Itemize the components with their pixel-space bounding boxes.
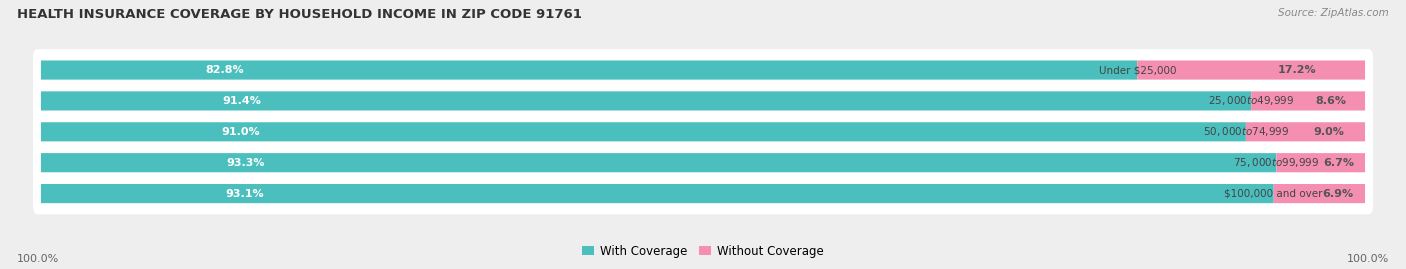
Text: 93.3%: 93.3% [226,158,264,168]
FancyBboxPatch shape [32,80,1374,122]
FancyBboxPatch shape [41,91,1251,111]
Text: 91.4%: 91.4% [222,96,262,106]
Text: $25,000 to $49,999: $25,000 to $49,999 [1208,94,1295,107]
FancyBboxPatch shape [32,173,1374,214]
Legend: With Coverage, Without Coverage: With Coverage, Without Coverage [578,240,828,263]
Text: 100.0%: 100.0% [17,254,59,264]
FancyBboxPatch shape [1277,153,1365,172]
Text: $100,000 and over: $100,000 and over [1225,189,1323,199]
FancyBboxPatch shape [32,49,1374,91]
FancyBboxPatch shape [1137,61,1365,80]
Text: Source: ZipAtlas.com: Source: ZipAtlas.com [1278,8,1389,18]
Text: 6.9%: 6.9% [1322,189,1353,199]
Text: 91.0%: 91.0% [222,127,260,137]
FancyBboxPatch shape [32,142,1374,183]
FancyBboxPatch shape [1274,184,1365,203]
FancyBboxPatch shape [32,111,1374,153]
Text: 100.0%: 100.0% [1347,254,1389,264]
Text: 9.0%: 9.0% [1313,127,1344,137]
Text: 82.8%: 82.8% [205,65,245,75]
Text: Under $25,000: Under $25,000 [1098,65,1175,75]
Text: 17.2%: 17.2% [1278,65,1316,75]
Text: 93.1%: 93.1% [226,189,264,199]
Text: $50,000 to $74,999: $50,000 to $74,999 [1202,125,1289,138]
FancyBboxPatch shape [1251,91,1365,111]
FancyBboxPatch shape [41,153,1277,172]
FancyBboxPatch shape [41,61,1137,80]
Text: 8.6%: 8.6% [1316,96,1347,106]
Text: 6.7%: 6.7% [1323,158,1354,168]
Text: $75,000 to $99,999: $75,000 to $99,999 [1233,156,1319,169]
FancyBboxPatch shape [41,122,1246,141]
FancyBboxPatch shape [41,184,1274,203]
FancyBboxPatch shape [1246,122,1365,141]
Text: HEALTH INSURANCE COVERAGE BY HOUSEHOLD INCOME IN ZIP CODE 91761: HEALTH INSURANCE COVERAGE BY HOUSEHOLD I… [17,8,582,21]
